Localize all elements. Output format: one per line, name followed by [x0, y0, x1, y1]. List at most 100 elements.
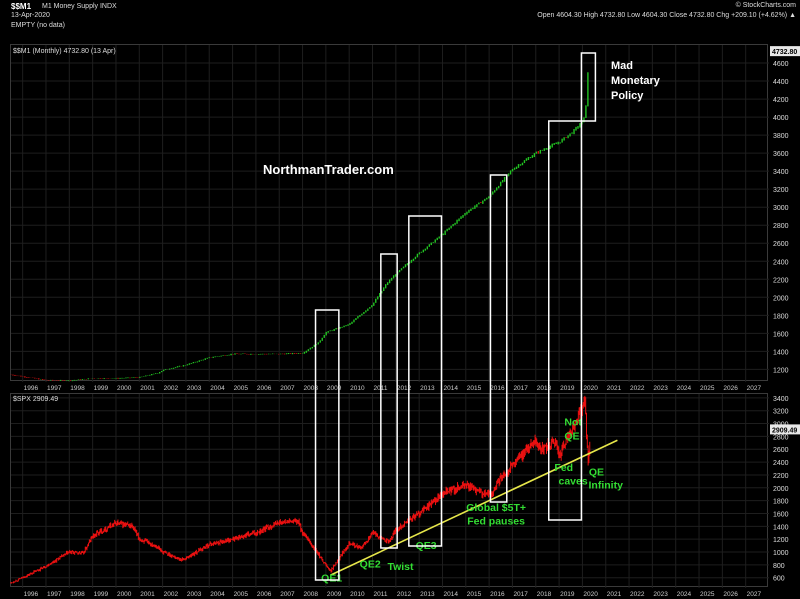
spx-x-tick-label-2: 1998: [70, 591, 85, 598]
empty-indicator-label: EMPTY (no data): [11, 22, 65, 29]
m1-x-tick-label-19: 2015: [467, 385, 482, 392]
spx-x-axis: 1996 1997 1998 1999 2000 2001 2002 2003 2004 2005…: [24, 591, 762, 598]
y-tick-label-13: 3800: [773, 133, 789, 140]
spx-x-tick-label-8: 2004: [210, 591, 225, 598]
spx-x-tick-label-10: 2006: [257, 591, 272, 598]
spx-annotation-7: caves: [558, 476, 587, 488]
spx-x-tick-label-19: 2015: [467, 591, 482, 598]
spx-annotation-6: Fed: [554, 462, 573, 474]
y-tick-label-9: 3000: [773, 205, 789, 212]
m1-x-tick-label-13: 2009: [327, 385, 342, 392]
last-value-label: 2909.49: [772, 427, 797, 434]
y-tick-label-11: 3400: [773, 169, 789, 176]
ohlc-readout: Open 4604.30 High 4732.80 Low 4604.30 Cl…: [537, 12, 796, 19]
m1-x-tick-label-4: 2000: [117, 385, 132, 392]
m1-legend: $$M1 (Monthly) 4732.80 (13 Apr): [13, 48, 116, 55]
spx-x-tick-label-22: 2018: [537, 591, 552, 598]
spx-x-tick-label-24: 2020: [583, 591, 598, 598]
spx-x-tick-label-9: 2005: [234, 591, 249, 598]
spx-x-tick-label-31: 2027: [747, 591, 762, 598]
spx-legend: $SPX 2909.49: [13, 396, 59, 403]
spx-x-tick-label-20: 2016: [490, 591, 505, 598]
spx-x-tick-label-26: 2022: [630, 591, 645, 598]
y-tick-label-4: 1400: [773, 524, 789, 531]
y-tick-label-2: 1000: [773, 550, 789, 557]
symbol-name: M1 Money Supply INDX: [42, 3, 117, 10]
spx-x-tick-label-17: 2013: [420, 591, 435, 598]
m1-x-tick-label-27: 2023: [653, 385, 668, 392]
y-tick-label-0: 600: [773, 576, 785, 583]
y-tick-label-8: 2200: [773, 473, 789, 480]
m1-x-tick-label-1: 1997: [47, 385, 62, 392]
spx-x-tick-label-30: 2026: [723, 591, 738, 598]
m1-x-tick-label-31: 2027: [747, 385, 762, 392]
y-tick-label-10: 3200: [773, 187, 789, 194]
y-tick-label-2: 1600: [773, 331, 789, 338]
chart-date: 13-Apr-2020: [11, 12, 50, 19]
m1-x-tick-label-6: 2002: [164, 385, 179, 392]
m1-x-tick-label-7: 2003: [187, 385, 202, 392]
m1-x-tick-label-5: 2001: [140, 385, 155, 392]
m1-x-tick-label-26: 2022: [630, 385, 645, 392]
spx-pane: 600 800 1000 1200 1400 1600 1800 2000 2200 2400 26…: [10, 393, 800, 588]
y-tick-label-15: 4200: [773, 97, 789, 104]
spx-x-tick-label-11: 2007: [280, 591, 295, 598]
y-tick-label-6: 1800: [773, 499, 789, 506]
spx-x-tick-label-5: 2001: [140, 591, 155, 598]
spx-x-tick-label-6: 2002: [164, 591, 179, 598]
spx-annotation-2: Twist: [387, 561, 414, 573]
spx-annotation-0: QE1: [321, 573, 342, 585]
spx-x-tick-label-14: 2010: [350, 591, 365, 598]
spx-x-tick-label-28: 2024: [677, 591, 692, 598]
spx-annotation-5: Fed pauses: [467, 515, 525, 527]
m1-x-tick-label-21: 2017: [513, 385, 528, 392]
y-tick-label-17: 4600: [773, 61, 789, 68]
y-tick-label-14: 4000: [773, 115, 789, 122]
spx-annotation-4: Global $5T+: [466, 502, 526, 514]
y-tick-label-4: 2000: [773, 295, 789, 302]
m1-x-tick-label-9: 2005: [234, 385, 249, 392]
m1-x-tick-label-11: 2007: [280, 385, 295, 392]
spx-x-tick-label-0: 1996: [24, 591, 39, 598]
spx-x-tick-label-1: 1997: [47, 591, 62, 598]
spx-chart: 600 800 1000 1200 1400 1600 1800 2000 2200 2400 26…: [10, 394, 800, 588]
m1-x-tick-label-14: 2010: [350, 385, 365, 392]
spx-x-tick-label-21: 2017: [513, 591, 528, 598]
y-tick-label-7: 2600: [773, 241, 789, 248]
m1-x-tick-label-24: 2020: [583, 385, 598, 392]
y-tick-label-6: 2400: [773, 259, 789, 266]
spx-x-tick-label-13: 2009: [327, 591, 342, 598]
brand-label: © StockCharts.com: [735, 2, 796, 9]
y-tick-label-1: 1400: [773, 349, 789, 356]
spx-annotation-10: QE: [589, 467, 604, 479]
symbol-label: $$M1: [11, 2, 32, 11]
m1-x-tick-label-0: 1996: [24, 385, 39, 392]
m1-annotation-line-2: Monetary: [611, 75, 660, 87]
m1-x-tick-label-2: 1998: [70, 385, 85, 392]
last-value-label: 4732.80: [772, 49, 797, 56]
m1-x-tick-label-30: 2026: [723, 385, 738, 392]
m1-x-tick-label-25: 2021: [607, 385, 622, 392]
m1-x-tick-label-16: 2012: [397, 385, 412, 392]
y-tick-label-16: 4400: [773, 79, 789, 86]
y-tick-label-14: 3400: [773, 396, 789, 403]
y-tick-label-3: 1200: [773, 537, 789, 544]
m1-x-tick-label-12: 2008: [304, 385, 319, 392]
m1-annotation-line-1: Mad: [611, 60, 633, 72]
m1-x-tick-label-8: 2004: [210, 385, 225, 392]
m1-x-tick-label-3: 1999: [94, 385, 109, 392]
y-tick-label-11: 2800: [773, 434, 789, 441]
m1-x-tick-label-15: 2011: [374, 385, 388, 392]
y-tick-label-3: 1800: [773, 313, 789, 320]
spx-annotation-3: QE3: [416, 540, 437, 552]
spx-x-tick-label-18: 2014: [443, 591, 458, 598]
m1-x-axis: 1996 1997 1998 1999 2000 2001 2002 2003 2004 2005…: [24, 385, 762, 392]
spx-x-tick-label-4: 2000: [117, 591, 132, 598]
y-tick-label-9: 2400: [773, 460, 789, 467]
m1-x-tick-label-28: 2024: [677, 385, 692, 392]
y-tick-label-8: 2800: [773, 223, 789, 230]
spx-x-tick-label-12: 2008: [304, 591, 319, 598]
m1-x-tick-label-18: 2014: [443, 385, 458, 392]
spx-annotation-9: QE: [564, 431, 579, 443]
spx-annotation-8: Not: [564, 416, 582, 428]
